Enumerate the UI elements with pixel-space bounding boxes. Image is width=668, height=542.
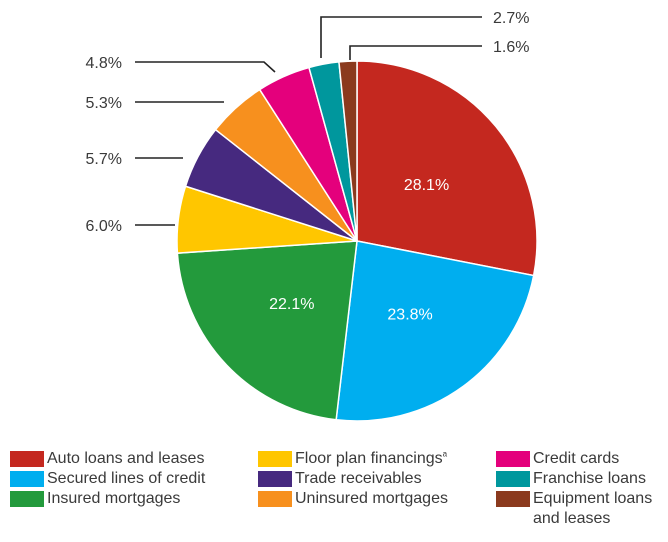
footnote-marker: a [442,449,448,459]
legend-label: Floor plan financingsa [295,449,447,469]
slice-value-label: 4.8% [86,55,122,72]
legend-label: Secured lines of credit [47,470,206,487]
legend-item-secured-lines: Secured lines of credit [10,469,205,489]
slice-value-label: 5.3% [86,95,122,112]
slice-value-label: 22.1% [269,296,314,313]
pie-slice-equipment-loans-and-leases [338,60,358,242]
legend-swatch [10,491,44,507]
pie-slice-auto-loans-and-leases [356,60,538,277]
legend-swatch [496,471,530,487]
legend-swatch [496,451,530,467]
legend-item-auto-loans: Auto loans and leases [10,449,204,469]
legend-swatch [258,491,292,507]
slice-value-label: 6.0% [86,218,122,235]
legend-item-franchise-loans: Franchise loans [496,469,646,489]
legend-item-equipment-loans: Equipment loans and leases [496,489,652,529]
legend-label-text: Floor plan financings [295,450,443,467]
legend-swatch [10,471,44,487]
slice-value-label: 2.7% [493,10,529,27]
legend-label: Franchise loans [533,470,646,487]
legend-swatch [496,491,530,507]
slice-value-label: 5.7% [86,151,122,168]
legend-swatch [10,451,44,467]
legend-label: Trade receivables [295,470,422,487]
legend-item-uninsured-mortgages: Uninsured mortgages [258,489,448,509]
legend-item-credit-cards: Credit cards [496,449,619,469]
slice-value-label: 1.6% [493,39,529,56]
slice-value-label: 23.8% [387,307,432,324]
slice-value-label: 28.1% [404,177,449,194]
legend-swatch [258,451,292,467]
legend-label: Equipment loans and leases [533,490,653,527]
pie-slice-secured-lines-of-credit [335,240,535,422]
legend-label: Auto loans and leases [47,450,205,467]
callout-leader-line [135,61,276,73]
legend-label: Uninsured mortgages [295,490,448,507]
legend-item-floor-plan: Floor plan financingsa [258,449,447,469]
callout-leader-line [320,16,482,58]
legend-label: Insured mortgages [47,490,181,507]
legend-label: Credit cards [533,450,620,467]
pie-slice-insured-mortgages [176,240,358,421]
pie-chart: 28.1% 23.8% 22.1% 6.0% 5.7% 5.3% 4.8% 2.7% 1.6% [86,10,538,422]
callout-leader-line [349,45,482,60]
legend-swatch [258,471,292,487]
legend-item-trade-receivables: Trade receivables [258,469,422,489]
legend-item-insured-mortgages: Insured mortgages [10,489,180,509]
